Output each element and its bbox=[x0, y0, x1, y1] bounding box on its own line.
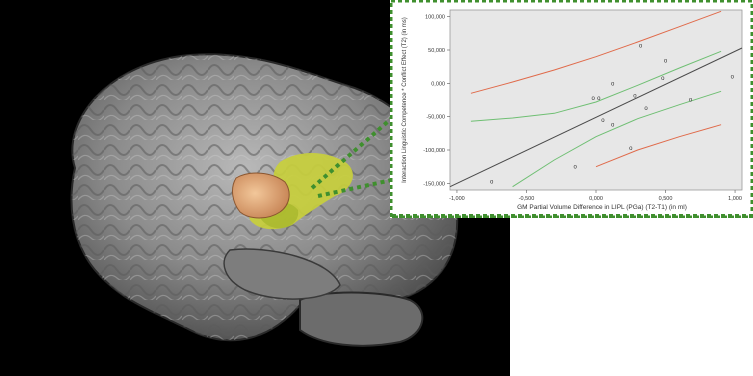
y-axis-ticks: 100,000 50,000 0,000 -50,000 -100,000 -150,00… bbox=[423, 15, 450, 187]
y-tick-label: 50,000 bbox=[428, 48, 445, 54]
data-point: o bbox=[731, 75, 735, 81]
data-point: o bbox=[644, 106, 648, 112]
connector-bottom-line bbox=[392, 214, 753, 218]
x-tick-label: 0,500 bbox=[659, 196, 673, 202]
y-tick-label: -150,000 bbox=[423, 181, 445, 187]
data-point: o bbox=[633, 93, 637, 99]
data-point: o bbox=[592, 96, 596, 102]
data-point: o bbox=[629, 146, 633, 152]
prediction-band-lower bbox=[595, 124, 722, 168]
y-axis-label: Interaction Linguistic Competence * Conf… bbox=[402, 17, 408, 183]
temporal-lobe-shape bbox=[223, 248, 341, 300]
x-tick-label: -0,500 bbox=[519, 196, 535, 202]
data-point: o bbox=[611, 81, 615, 87]
y-tick-label: 100,000 bbox=[425, 15, 445, 21]
x-axis-label: GM Partial Volume Difference in LIPL (PG… bbox=[517, 204, 687, 211]
data-point: o bbox=[611, 123, 615, 129]
y-tick-label: -50,000 bbox=[426, 115, 445, 121]
x-tick-label: 1,000 bbox=[728, 196, 742, 202]
data-point: o bbox=[573, 165, 577, 171]
x-tick-label: -1,000 bbox=[449, 196, 465, 202]
x-axis-ticks: -1,000 -0,500 0,000 0,500 1,000 bbox=[449, 190, 742, 202]
x-tick-label: 0,000 bbox=[589, 196, 603, 202]
y-tick-label: 0,000 bbox=[431, 81, 445, 87]
cut-surface-region bbox=[232, 172, 290, 219]
confidence-band-lower bbox=[512, 90, 722, 188]
cerebellum-shape bbox=[299, 291, 424, 347]
data-point: o bbox=[597, 96, 601, 102]
data-point: o bbox=[490, 179, 494, 185]
data-point: o bbox=[601, 118, 605, 124]
regression-fit-line bbox=[449, 47, 743, 188]
confidence-band-upper bbox=[470, 50, 722, 122]
y-tick-label: -100,000 bbox=[423, 148, 445, 154]
fit-and-band-lines bbox=[449, 10, 743, 188]
plot-area-background bbox=[449, 9, 743, 191]
data-point: o bbox=[639, 43, 643, 49]
data-point: o bbox=[689, 97, 693, 103]
prediction-band-upper bbox=[470, 10, 722, 94]
connector-line-upper bbox=[310, 116, 394, 190]
data-point: o bbox=[661, 76, 665, 82]
data-point: o bbox=[664, 59, 668, 65]
brain-3d-rendering bbox=[70, 53, 459, 347]
